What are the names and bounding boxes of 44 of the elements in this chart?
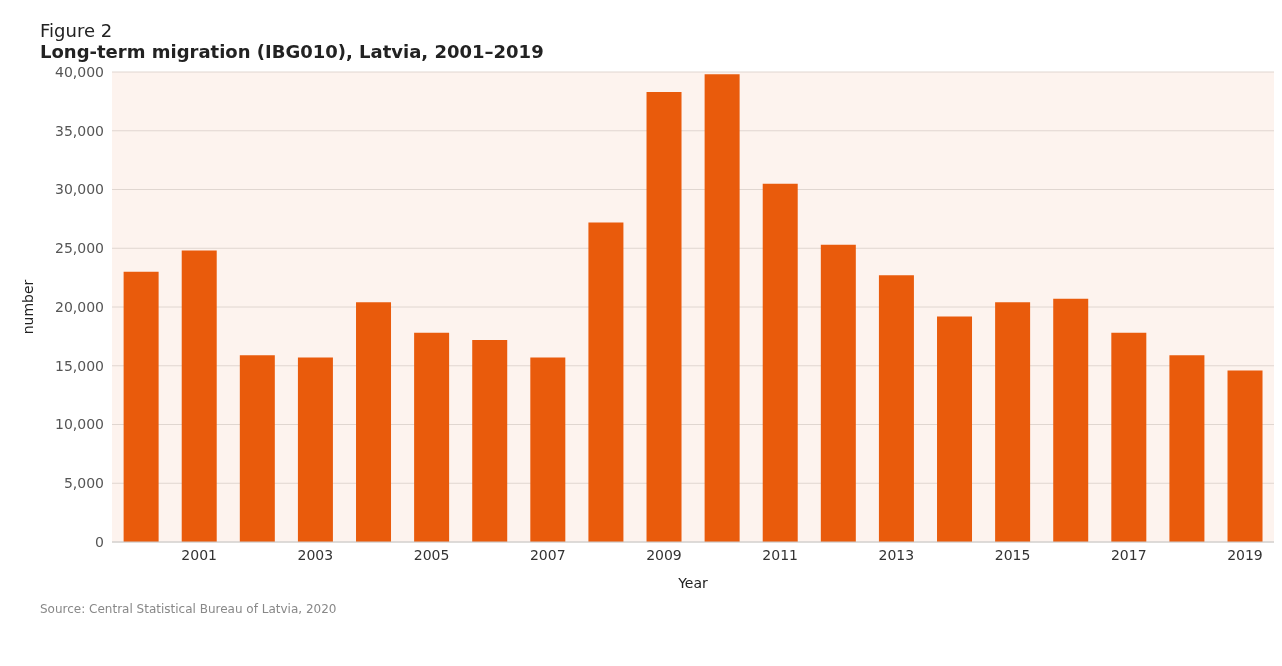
- bar: [1227, 370, 1263, 542]
- x-tick-label: 2011: [762, 546, 798, 563]
- bar: [530, 357, 566, 542]
- bar: [472, 339, 508, 542]
- x-tick-label: 2017: [1110, 546, 1147, 563]
- y-tick-label: 5,000: [63, 475, 104, 492]
- bar: [646, 91, 682, 542]
- chart-subtitle: Figure 2: [40, 20, 114, 41]
- y-tick-label: 40,000: [55, 63, 104, 80]
- x-tick-label: 2009: [646, 546, 682, 563]
- bar: [588, 222, 624, 542]
- x-tick-label: 2005: [413, 546, 450, 563]
- bar: [995, 302, 1031, 542]
- y-tick-label: 10,000: [55, 416, 104, 433]
- bar: [297, 357, 333, 542]
- bar: [1169, 355, 1205, 542]
- bar: [878, 275, 914, 542]
- x-tick-label: 2019: [1227, 546, 1263, 563]
- y-tick-label: 15,000: [55, 357, 104, 374]
- x-axis-title: Year: [677, 575, 709, 591]
- x-tick-label: 2003: [297, 546, 334, 563]
- bar: [762, 183, 798, 542]
- x-tick-label: 2015: [994, 546, 1031, 563]
- x-tick-label: 2001: [181, 546, 217, 563]
- source-note: Source: Central Statistical Bureau of Latvia, 2020: [40, 602, 338, 616]
- bar: [820, 244, 856, 542]
- y-tick-label: 30,000: [55, 181, 104, 198]
- bar: [123, 271, 159, 542]
- bar: [414, 332, 450, 542]
- bar: [181, 250, 217, 542]
- bar: [356, 302, 392, 542]
- bar: [937, 316, 973, 542]
- bar: [1053, 298, 1089, 542]
- chart-title: Long-term migration (IBG010), Latvia, 2001–2019: [40, 41, 545, 62]
- x-tick-label: 2013: [878, 546, 915, 563]
- y-tick-label: 20,000: [55, 298, 104, 315]
- y-tick-label: 25,000: [55, 240, 104, 257]
- bar: [239, 355, 275, 542]
- bar: [1111, 332, 1147, 542]
- bar: [704, 74, 740, 542]
- y-tick-label: 35,000: [55, 122, 104, 139]
- y-tick-label: 0: [95, 533, 104, 550]
- y-axis-title: number: [19, 279, 36, 335]
- x-tick-label: 2007: [529, 546, 566, 563]
